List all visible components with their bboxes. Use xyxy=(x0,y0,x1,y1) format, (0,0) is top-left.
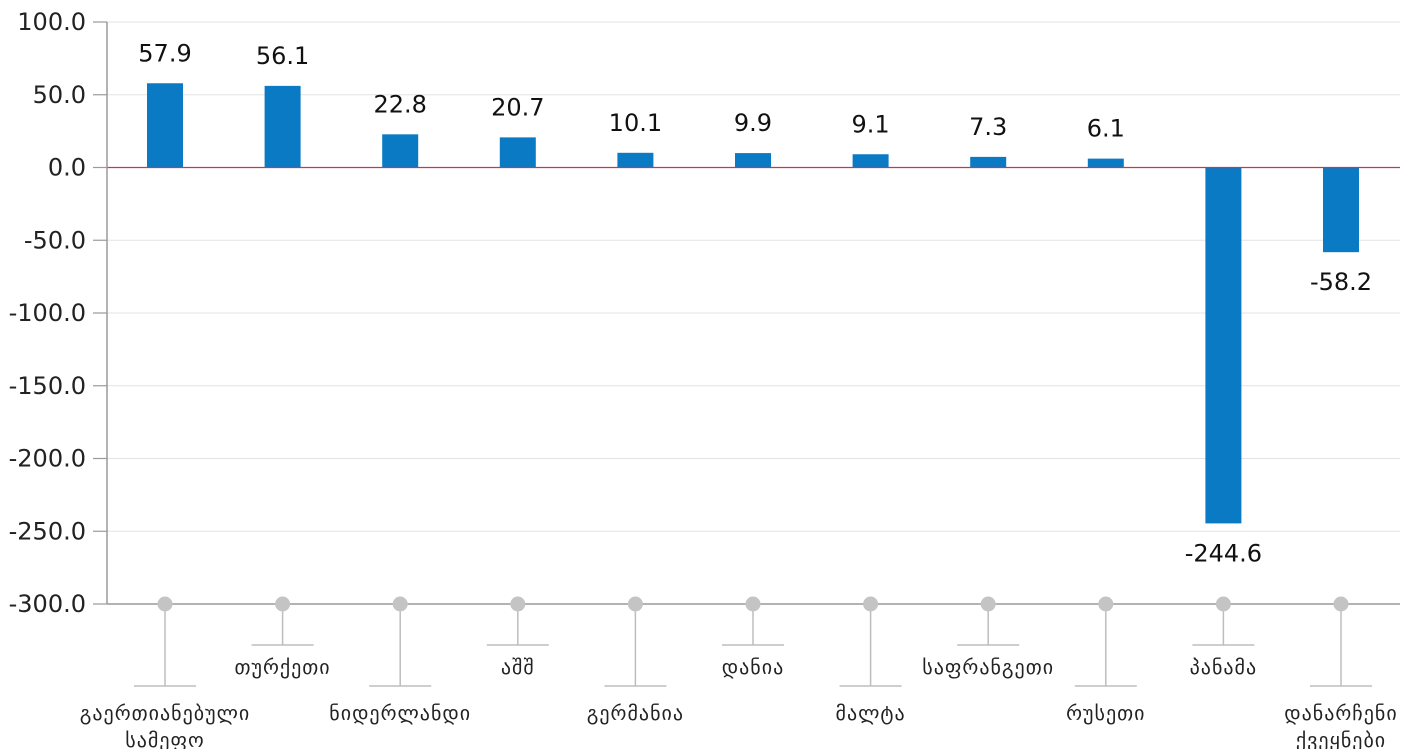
bars xyxy=(147,83,1359,524)
value-label: 9.9 xyxy=(734,109,772,137)
category-marker-dot xyxy=(157,596,173,612)
category-marker-dot xyxy=(980,596,996,612)
y-tick-label: -150.0 xyxy=(9,372,86,400)
y-tick-label: -250.0 xyxy=(9,517,86,545)
bar xyxy=(382,134,419,168)
value-label: -58.2 xyxy=(1310,268,1372,296)
value-label: 56.1 xyxy=(256,42,309,70)
bar xyxy=(147,83,183,168)
category-label: სამეფო xyxy=(125,728,204,749)
category-label: მალტა xyxy=(836,701,906,725)
category-label: ნიდერლანდი xyxy=(329,701,471,725)
y-tick-label: -200.0 xyxy=(9,445,86,473)
value-label: 57.9 xyxy=(138,39,191,67)
category-label: რუსეთი xyxy=(1066,701,1145,725)
value-label: 20.7 xyxy=(491,93,544,121)
bar xyxy=(852,154,889,168)
value-label: 7.3 xyxy=(969,113,1007,141)
category-marker-dot xyxy=(627,596,643,612)
bar xyxy=(970,156,1007,168)
category-label: თურქეთი xyxy=(235,655,331,679)
category-label: გაერთიანებული xyxy=(80,701,250,725)
category-marker-dot xyxy=(863,596,879,612)
category-label: ქვეყნები xyxy=(1296,728,1386,749)
category-label: გერმანია xyxy=(587,701,684,725)
category-label: საფრანგეთი xyxy=(922,655,1054,679)
value-label: -244.6 xyxy=(1185,539,1262,567)
bar xyxy=(1323,167,1359,253)
category-label: დანარჩენი xyxy=(1284,701,1397,725)
category-marker-dot xyxy=(1333,596,1349,612)
y-tick-label: 50.0 xyxy=(33,81,86,109)
y-tick-label: -300.0 xyxy=(9,590,86,618)
y-axis-ticks: 100.0 50.0 0.0 -50.0 -100.0 -150.0 -200.0 -250.… xyxy=(9,8,107,618)
gridlines xyxy=(107,21,1400,532)
y-tick-label: -50.0 xyxy=(24,226,86,254)
value-label: 22.8 xyxy=(373,90,426,118)
y-tick-label: -100.0 xyxy=(9,299,86,327)
category-marker-dot xyxy=(510,596,526,612)
bar xyxy=(1087,158,1124,168)
y-tick-label: 0.0 xyxy=(48,154,86,182)
bar xyxy=(499,137,536,168)
bar xyxy=(735,153,771,168)
category-label: პანამა xyxy=(1190,655,1258,679)
category-label: აშშ xyxy=(501,655,535,679)
value-label: 9.1 xyxy=(852,110,890,138)
category-labels: გაერთიანებული სამეფო თურქეთი ნიდერლანდი აშშ გ… xyxy=(80,596,1397,749)
category-marker-dot xyxy=(1215,596,1231,612)
y-tick-label: 100.0 xyxy=(17,8,86,36)
bar xyxy=(1205,167,1242,524)
category-marker-dot xyxy=(745,596,761,612)
bar xyxy=(617,152,654,168)
value-label: 6.1 xyxy=(1087,115,1125,143)
category-label: დანია xyxy=(722,655,784,679)
value-label: 10.1 xyxy=(609,109,662,137)
category-marker-dot xyxy=(1098,596,1114,612)
category-marker-dot xyxy=(275,596,291,612)
value-labels: 57.9 56.1 22.8 20.7 10.1 9.9 9.1 7.3 6.1 -244.6 -5… xyxy=(138,39,1372,567)
bar xyxy=(264,85,301,168)
category-marker-dot xyxy=(392,596,408,612)
